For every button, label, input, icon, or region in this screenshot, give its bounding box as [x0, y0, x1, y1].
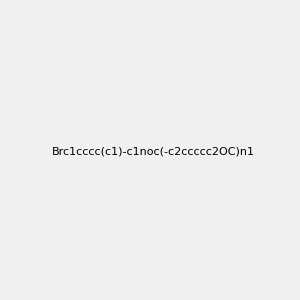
Text: Brc1cccc(c1)-c1noc(-c2ccccc2OC)n1: Brc1cccc(c1)-c1noc(-c2ccccc2OC)n1 [52, 146, 255, 157]
